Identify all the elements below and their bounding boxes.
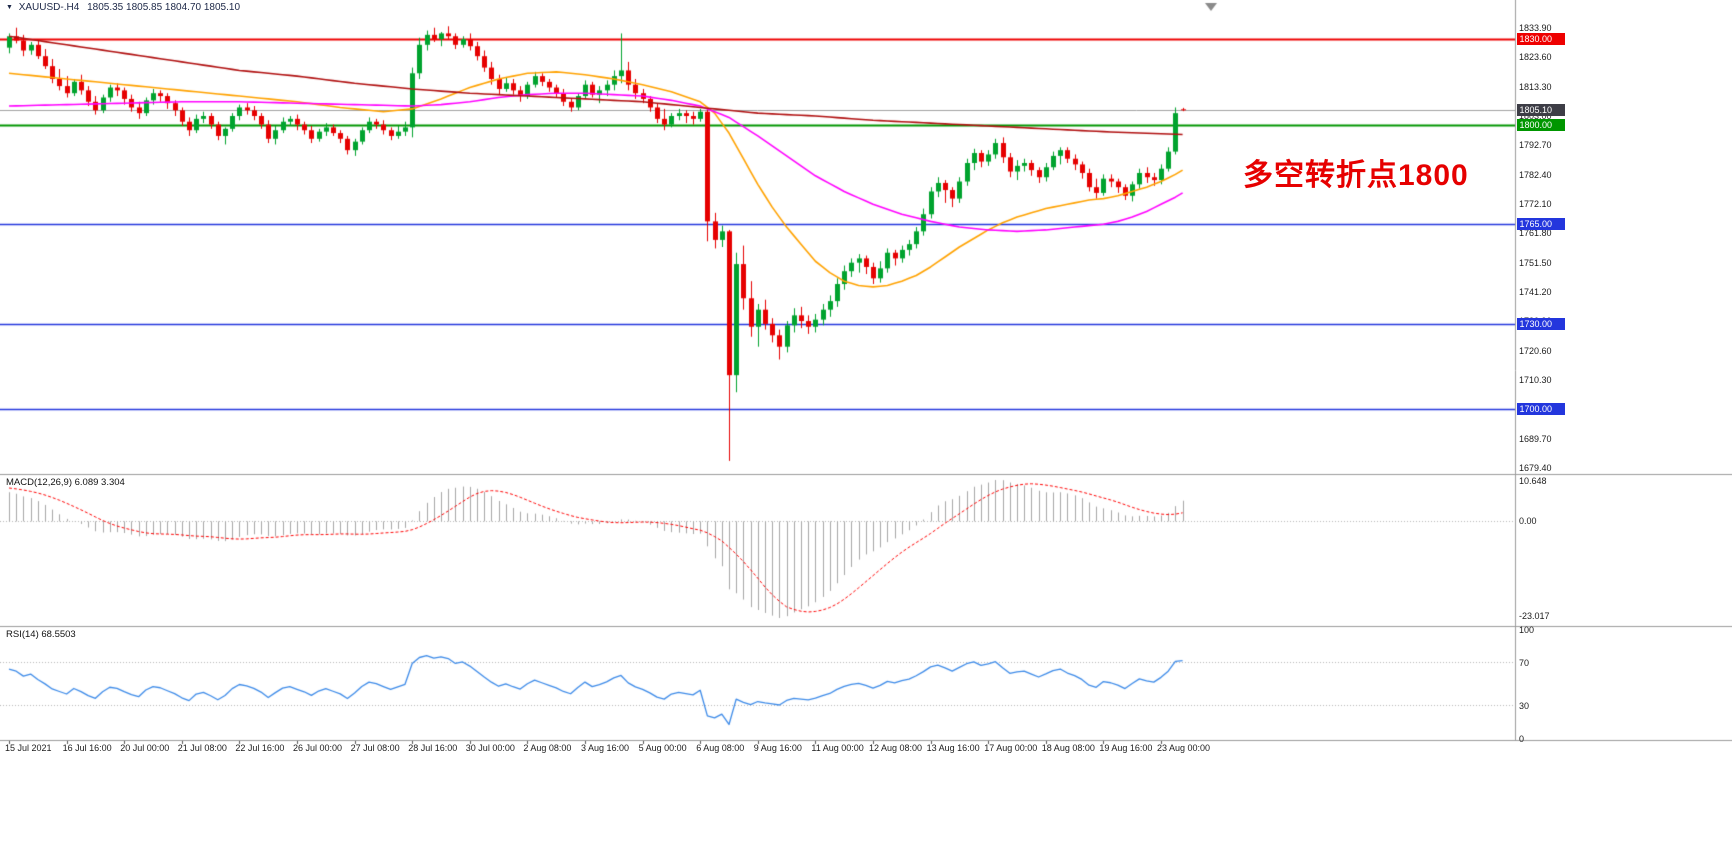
price-tick-label: 1782.40 <box>1519 169 1552 180</box>
rsi-indicator-label: RSI(14) 68.5503 <box>6 629 76 640</box>
symbol-dropdown-icon[interactable]: ▼ <box>6 4 13 11</box>
price-tick-label: 1761.80 <box>1519 228 1552 239</box>
time-tick-label: 3 Aug 16:00 <box>581 743 630 753</box>
annotation-text[interactable]: 多空转折点1800 <box>1243 159 1469 192</box>
rsi-tick-label: 100 <box>1519 625 1535 635</box>
time-tick-label: 18 Aug 08:00 <box>1041 743 1095 753</box>
symbol-title: XAUUSD-.H4 <box>18 2 80 13</box>
price-tick-label: 1751.50 <box>1519 257 1552 268</box>
price-tick-label: 1741.20 <box>1519 286 1552 297</box>
time-tick-label: 27 Jul 08:00 <box>350 743 400 753</box>
price-level-badge: 1800.00 <box>1516 118 1565 131</box>
price-tick-label: 1813.30 <box>1519 81 1552 92</box>
time-tick-label: 21 Jul 08:00 <box>177 743 227 753</box>
rsi-tick-label: 0 <box>1519 734 1525 744</box>
time-tick-label: 26 Jul 00:00 <box>293 743 343 753</box>
price-tick-label: 1689.70 <box>1519 433 1552 444</box>
macd-indicator-label: MACD(12,26,9) 6.089 3.304 <box>6 477 125 488</box>
symbol-ohlc: 1805.35 1805.85 1804.70 1805.10 <box>87 2 241 13</box>
price-level-badge: 1765.00 <box>1516 218 1565 231</box>
time-tick-label: 20 Jul 00:00 <box>120 743 170 753</box>
time-tick-label: 9 Aug 16:00 <box>753 743 802 753</box>
time-tick-label: 11 Aug 00:00 <box>811 743 864 753</box>
time-tick-label: 6 Aug 08:00 <box>696 743 745 753</box>
price-tick-label: 1720.60 <box>1519 345 1552 356</box>
time-tick-label: 19 Aug 16:00 <box>1099 743 1153 753</box>
rsi-tick-label: 30 <box>1519 701 1530 712</box>
time-tick-label: 13 Aug 16:00 <box>926 743 980 753</box>
price-level-badge: 1700.00 <box>1516 403 1565 416</box>
current-price-badge: 1805.10 <box>1516 104 1565 117</box>
price-tick-label: 1772.10 <box>1519 198 1552 209</box>
time-tick-label: 5 Aug 00:00 <box>638 743 687 753</box>
symbol-info-bar: ▼ XAUUSD-.H4 1805.35 1805.85 1804.70 180… <box>6 2 240 13</box>
time-tick-label: 30 Jul 00:00 <box>465 743 515 753</box>
price-level-badge: 1730.00 <box>1516 317 1565 330</box>
time-tick-label: 17 Aug 00:00 <box>984 743 1038 753</box>
macd-tick-label: 10.648 <box>1519 476 1547 486</box>
time-tick-label: 2 Aug 08:00 <box>523 743 572 753</box>
price-tick-label: 1679.40 <box>1519 462 1552 473</box>
time-tick-label: 16 Jul 16:00 <box>62 743 112 753</box>
price-tick-label: 1833.90 <box>1519 23 1552 33</box>
macd-tick-label: -23.017 <box>1519 611 1550 621</box>
time-tick-label: 23 Aug 00:00 <box>1157 743 1211 753</box>
time-tick-label: 12 Aug 08:00 <box>869 743 923 753</box>
time-tick-label: 15 Jul 2021 <box>5 743 52 753</box>
price-tick-label: 1823.60 <box>1519 52 1552 63</box>
macd-tick-label: 0.00 <box>1519 516 1537 527</box>
time-tick-label: 28 Jul 16:00 <box>408 743 458 753</box>
price-tick-label: 1710.30 <box>1519 374 1552 385</box>
price-tick-label: 1792.70 <box>1519 140 1552 151</box>
price-level-badge: 1830.00 <box>1516 33 1565 46</box>
rsi-tick-label: 70 <box>1519 657 1530 668</box>
time-tick-label: 22 Jul 16:00 <box>235 743 285 753</box>
